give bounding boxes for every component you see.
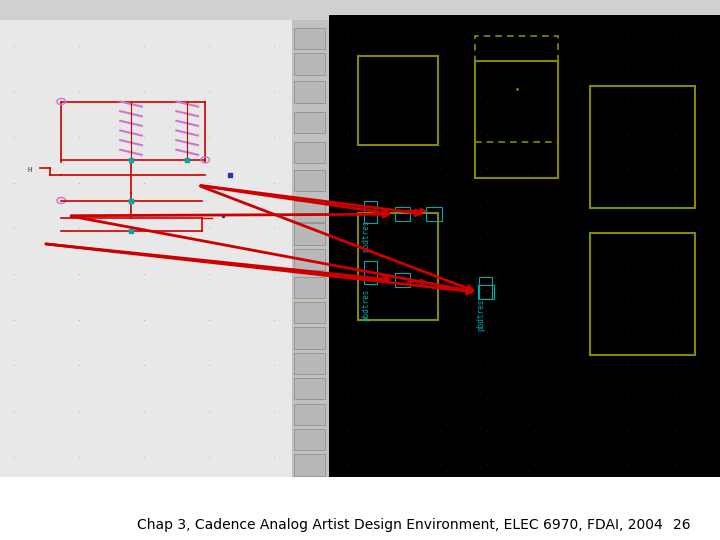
Text: pbdtres: pbdtres [361, 220, 370, 252]
Bar [294, 112, 325, 133]
Text: H: H [27, 166, 32, 173]
Bar [294, 276, 325, 298]
Bar [294, 200, 325, 222]
Bar [294, 353, 325, 374]
Bar [294, 249, 325, 270]
Bar [590, 86, 695, 208]
Bar [294, 224, 325, 245]
Bar [395, 273, 410, 287]
Bar [294, 142, 325, 164]
Text: pbdtres: pbdtres [477, 299, 485, 331]
Bar [358, 213, 438, 320]
Bar [0, 0, 720, 21]
Bar [294, 403, 325, 425]
Bar [294, 53, 325, 75]
Bar [0, 15, 292, 477]
Bar [395, 207, 410, 221]
Bar [294, 454, 325, 476]
Bar [426, 207, 442, 221]
Bar [292, 15, 329, 477]
Bar [364, 261, 377, 284]
Bar [364, 200, 377, 224]
Bar [478, 285, 494, 300]
Text: Chap 3, Cadence Analog Artist Design Environment, ELEC 6970, FDAI, 2004: Chap 3, Cadence Analog Artist Design Env… [137, 518, 662, 532]
Bar [294, 81, 325, 103]
Bar [329, 15, 720, 477]
Bar [294, 378, 325, 400]
Bar [358, 56, 438, 145]
Bar [475, 36, 558, 142]
Bar [294, 327, 325, 349]
Bar [294, 429, 325, 450]
Bar [294, 28, 325, 49]
Bar [294, 170, 325, 191]
Text: pbdtres: pbdtres [361, 288, 370, 321]
Text: 26: 26 [673, 518, 690, 532]
Bar [590, 233, 695, 355]
Bar [294, 302, 325, 323]
Bar [475, 61, 558, 178]
Bar [479, 276, 492, 300]
